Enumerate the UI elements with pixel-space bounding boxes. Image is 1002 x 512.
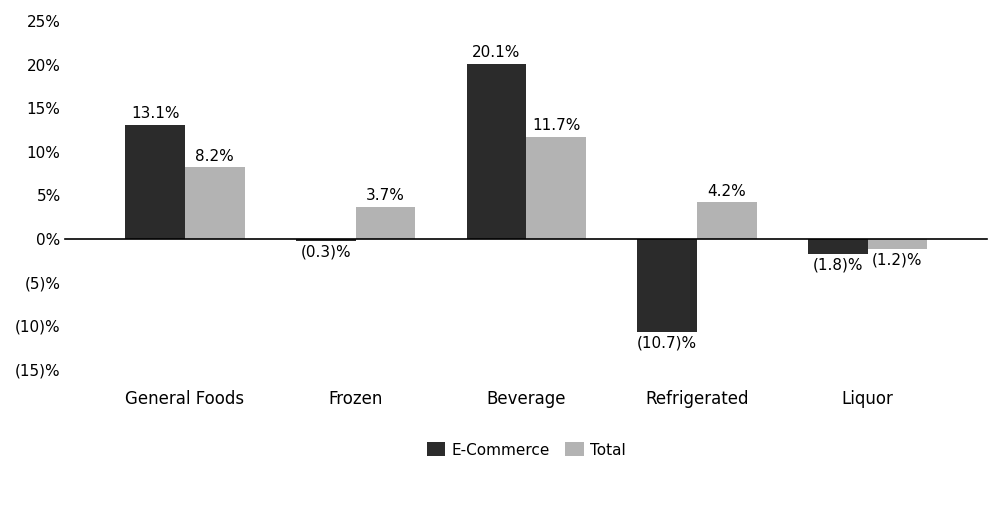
Text: 8.2%: 8.2% [195,149,234,164]
Bar [868,239,927,249]
Text: Beverage: Beverage [487,390,566,409]
Bar [526,137,586,239]
Text: Refrigerated: Refrigerated [645,390,748,409]
Text: 13.1%: 13.1% [131,106,179,121]
Text: (1.2)%: (1.2)% [872,253,923,268]
Text: (0.3)%: (0.3)% [301,245,351,260]
Text: (10.7)%: (10.7)% [637,335,697,351]
Bar [637,239,697,332]
Text: Liquor: Liquor [842,390,894,409]
Text: 20.1%: 20.1% [472,45,521,60]
Legend: E-Commerce, Total: E-Commerce, Total [421,436,631,463]
Text: 4.2%: 4.2% [707,184,746,199]
Bar [185,167,244,239]
Bar [356,206,415,239]
Text: (1.8)%: (1.8)% [813,258,863,273]
Text: Frozen: Frozen [329,390,383,409]
Bar [125,124,185,239]
Bar [467,63,526,239]
Bar [697,202,757,239]
Text: 11.7%: 11.7% [532,118,580,133]
Bar [296,239,356,241]
Text: General Foods: General Foods [125,390,244,409]
Text: 3.7%: 3.7% [366,188,405,203]
Bar [808,239,868,254]
